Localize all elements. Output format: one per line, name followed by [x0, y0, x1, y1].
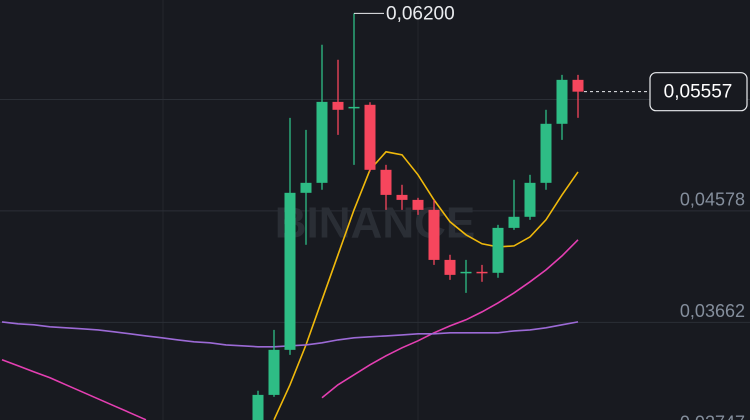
candle-body [380, 169, 392, 195]
candle-body [540, 123, 552, 183]
ma-line [273, 150, 579, 420]
candle-body [332, 101, 344, 110]
candle-body [284, 192, 296, 350]
watermark: BINANCE [275, 199, 475, 248]
y-tick-label: 0,02747 [680, 412, 745, 420]
y-tick-label: 0,03662 [680, 301, 745, 321]
ma-line [1, 239, 579, 420]
candle-body [460, 271, 472, 274]
candle-body [524, 182, 536, 217]
last-price-box [649, 72, 748, 112]
candle-body [268, 349, 280, 395]
candle-body [508, 216, 520, 228]
candle-body [300, 182, 312, 193]
candle-body [348, 106, 360, 109]
candle-body [476, 271, 488, 274]
candle-body [492, 227, 504, 273]
last-price-label: 0,05557 [664, 82, 733, 103]
candle-body [428, 209, 440, 260]
candle-body [556, 79, 568, 124]
candle-body [316, 101, 328, 183]
candle-body [572, 79, 584, 92]
y-tick-label: 0,04578 [680, 190, 745, 210]
candle-body [252, 394, 264, 420]
candle-body [364, 104, 376, 170]
candle-body [412, 199, 424, 210]
candle-body [444, 259, 456, 275]
candle-body [396, 194, 408, 200]
high-marker-label: 0,06200 [386, 3, 455, 24]
